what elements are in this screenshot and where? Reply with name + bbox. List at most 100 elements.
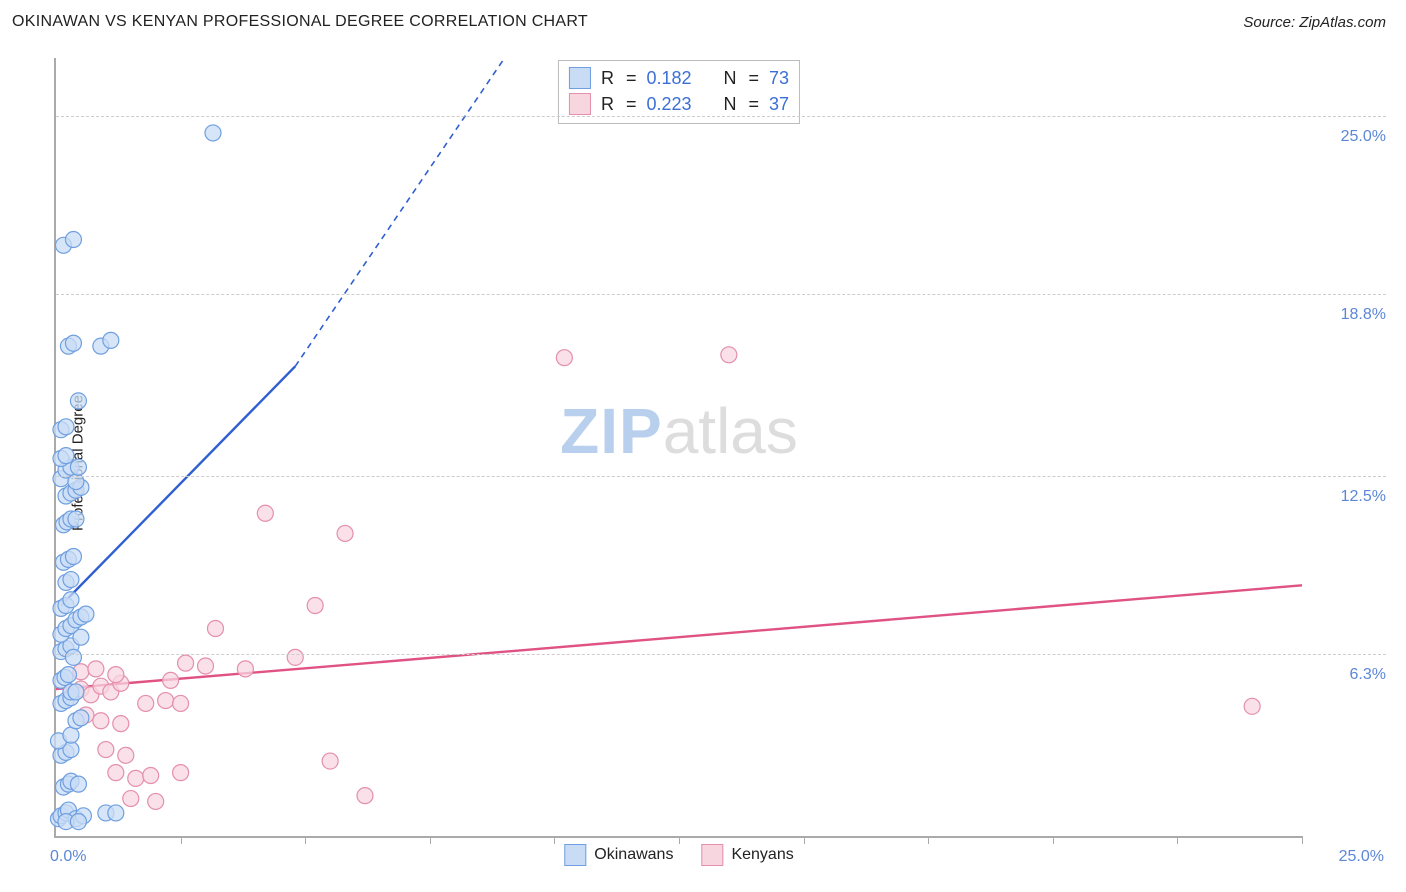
point-okinawans	[73, 710, 89, 726]
point-kenyans	[257, 505, 273, 521]
source-credit: Source: ZipAtlas.com	[1243, 14, 1386, 31]
n-value-kenyans: 37	[769, 91, 789, 117]
y-tick-label: 18.8%	[1306, 306, 1386, 324]
r-value-okinawans: 0.182	[646, 65, 691, 91]
point-kenyans	[173, 695, 189, 711]
trendline-okinawans-solid	[61, 366, 295, 605]
n-label: N	[724, 65, 737, 91]
point-kenyans	[207, 621, 223, 637]
x-origin-label: 0.0%	[50, 848, 86, 866]
point-kenyans	[123, 791, 139, 807]
r-label: R	[601, 65, 614, 91]
n-value-okinawans: 73	[769, 65, 789, 91]
legend-label-kenyans: Kenyans	[731, 846, 793, 864]
y-tick-label: 12.5%	[1306, 488, 1386, 506]
point-okinawans	[65, 548, 81, 564]
point-okinawans	[70, 776, 86, 792]
point-kenyans	[163, 672, 179, 688]
x-max-label: 25.0%	[1339, 848, 1384, 866]
chart-title: OKINAWAN VS KENYAN PROFESSIONAL DEGREE C…	[12, 13, 588, 31]
point-okinawans	[70, 393, 86, 409]
point-kenyans	[118, 747, 134, 763]
swatch-kenyans	[569, 93, 591, 115]
point-kenyans	[721, 347, 737, 363]
point-okinawans	[70, 814, 86, 830]
chart-container: Professional Degree ZIPatlas R = 0.182 N…	[14, 48, 1392, 878]
source-name: ZipAtlas.com	[1299, 14, 1386, 31]
point-okinawans	[78, 606, 94, 622]
x-tick	[804, 836, 805, 844]
y-tick-label: 6.3%	[1306, 666, 1386, 684]
point-okinawans	[205, 125, 221, 141]
x-tick	[181, 836, 182, 844]
legend-label-okinawans: Okinawans	[594, 846, 673, 864]
gridline	[56, 116, 1386, 117]
point-kenyans	[138, 695, 154, 711]
point-kenyans	[322, 753, 338, 769]
point-kenyans	[237, 661, 253, 677]
point-kenyans	[307, 597, 323, 613]
point-kenyans	[113, 716, 129, 732]
point-kenyans	[357, 788, 373, 804]
point-kenyans	[128, 770, 144, 786]
point-kenyans	[1244, 698, 1260, 714]
point-okinawans	[73, 629, 89, 645]
point-okinawans	[65, 335, 81, 351]
point-kenyans	[98, 742, 114, 758]
n-label: N	[724, 91, 737, 117]
point-kenyans	[143, 767, 159, 783]
point-okinawans	[63, 592, 79, 608]
x-tick	[1302, 836, 1303, 844]
point-okinawans	[68, 511, 84, 527]
x-tick	[928, 836, 929, 844]
point-okinawans	[60, 667, 76, 683]
point-okinawans	[58, 448, 74, 464]
eq-sign: =	[626, 65, 637, 91]
series-legend: Okinawans Kenyans	[564, 844, 793, 866]
point-okinawans	[63, 572, 79, 588]
source-prefix: Source:	[1243, 14, 1299, 31]
eq-sign: =	[749, 65, 760, 91]
point-kenyans	[556, 350, 572, 366]
eq-sign: =	[749, 91, 760, 117]
swatch-okinawans	[564, 844, 586, 866]
point-kenyans	[287, 649, 303, 665]
point-okinawans	[65, 649, 81, 665]
gridline	[56, 294, 1386, 295]
x-tick	[430, 836, 431, 844]
point-okinawans	[103, 332, 119, 348]
x-tick	[554, 836, 555, 844]
y-tick-label: 25.0%	[1306, 128, 1386, 146]
gridline	[56, 654, 1386, 655]
point-okinawans	[68, 684, 84, 700]
point-okinawans	[63, 727, 79, 743]
point-okinawans	[70, 459, 86, 475]
plot-area: ZIPatlas R = 0.182 N = 73 R = 0.223 N	[54, 58, 1302, 838]
x-tick	[1177, 836, 1178, 844]
point-okinawans	[65, 232, 81, 248]
point-kenyans	[158, 693, 174, 709]
point-kenyans	[108, 765, 124, 781]
point-kenyans	[148, 793, 164, 809]
r-label: R	[601, 91, 614, 117]
r-value-kenyans: 0.223	[646, 91, 691, 117]
stats-legend: R = 0.182 N = 73 R = 0.223 N = 37	[558, 60, 800, 124]
x-tick	[1053, 836, 1054, 844]
point-kenyans	[337, 525, 353, 541]
point-kenyans	[108, 667, 124, 683]
stats-row-kenyans: R = 0.223 N = 37	[569, 91, 789, 117]
point-kenyans	[178, 655, 194, 671]
x-tick	[679, 836, 680, 844]
x-tick	[305, 836, 306, 844]
point-kenyans	[88, 661, 104, 677]
point-okinawans	[58, 419, 74, 435]
point-kenyans	[93, 713, 109, 729]
point-kenyans	[198, 658, 214, 674]
stats-row-okinawans: R = 0.182 N = 73	[569, 65, 789, 91]
gridline	[56, 476, 1386, 477]
legend-item-kenyans: Kenyans	[701, 844, 793, 866]
chart-svg	[56, 58, 1302, 836]
point-kenyans	[173, 765, 189, 781]
legend-item-okinawans: Okinawans	[564, 844, 673, 866]
swatch-okinawans	[569, 67, 591, 89]
